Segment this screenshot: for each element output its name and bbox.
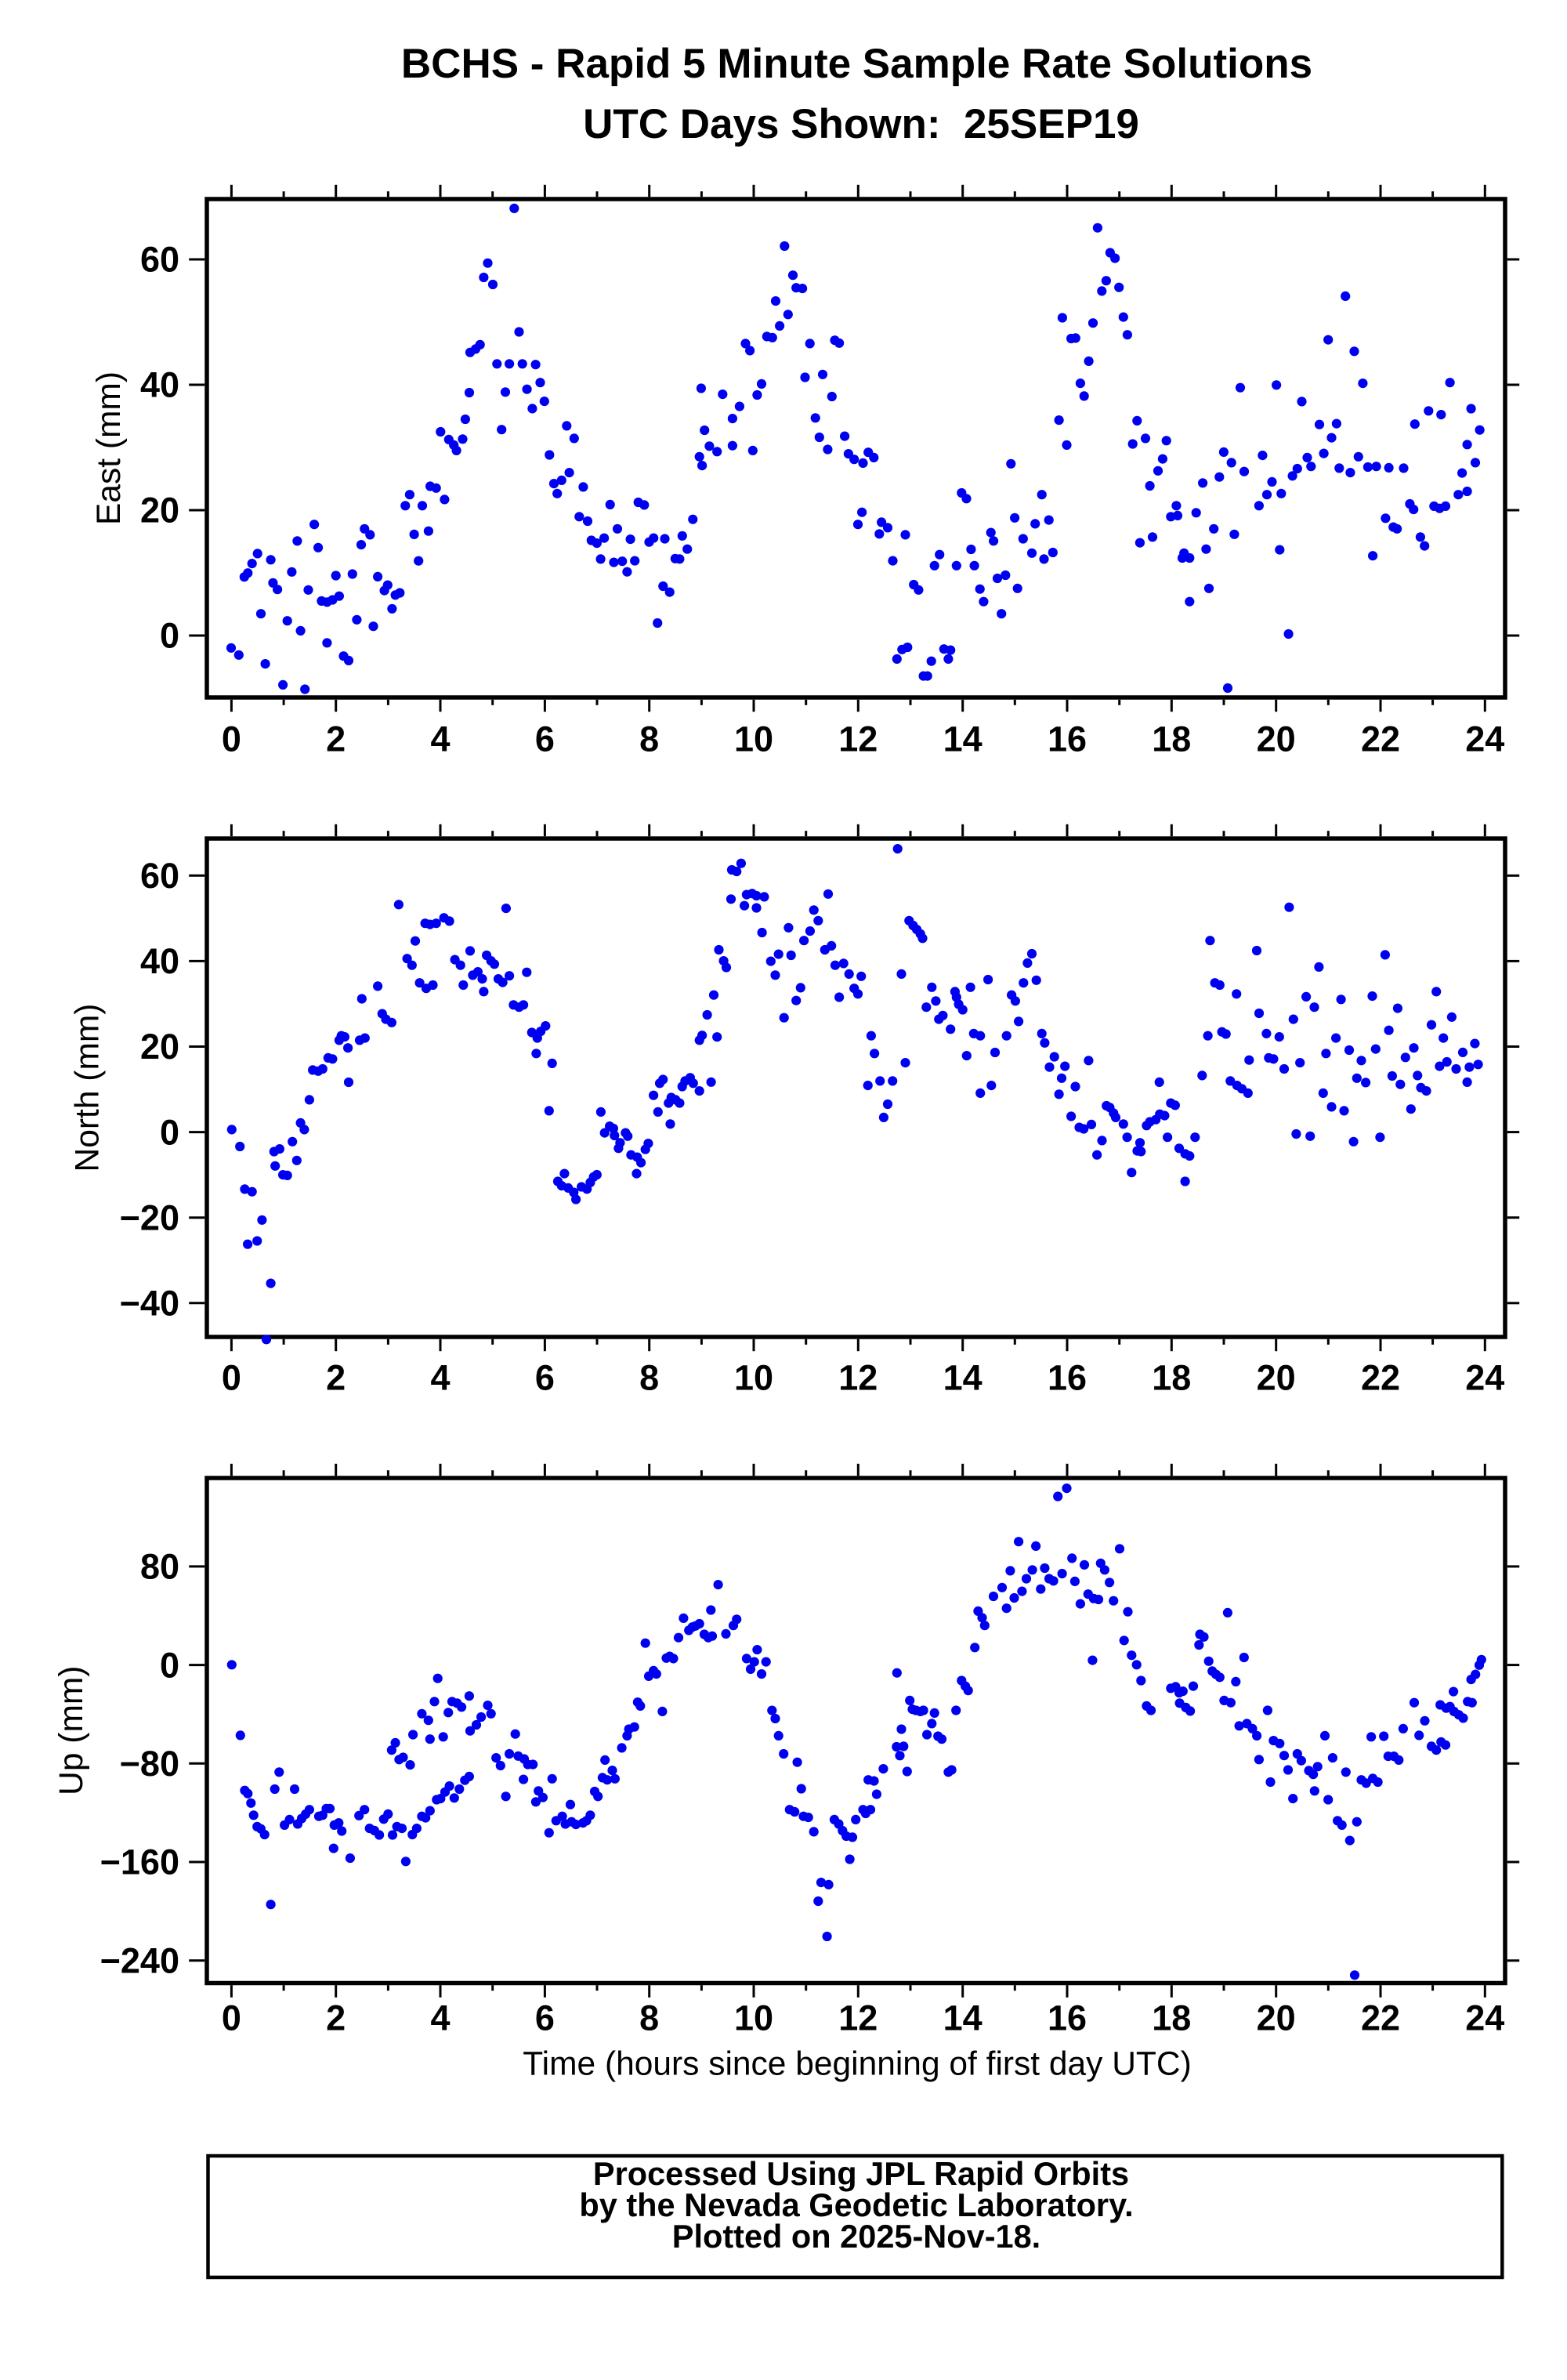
svg-text:Plotted on 2025-Nov-18.: Plotted on 2025-Nov-18. xyxy=(672,2218,1040,2255)
svg-text:10: 10 xyxy=(734,1998,773,2038)
svg-text:8: 8 xyxy=(639,1358,659,1398)
svg-text:by the Nevada Geodetic Laborat: by the Nevada Geodetic Laboratory. xyxy=(579,2186,1133,2223)
svg-text:16: 16 xyxy=(1048,719,1087,759)
svg-text:20: 20 xyxy=(140,491,179,531)
svg-text:24: 24 xyxy=(1465,719,1504,759)
svg-text:−20: −20 xyxy=(120,1197,179,1237)
svg-text:22: 22 xyxy=(1361,1358,1400,1398)
svg-text:6: 6 xyxy=(535,1998,555,2038)
svg-text:12: 12 xyxy=(838,719,878,759)
svg-text:14: 14 xyxy=(943,1998,983,2038)
svg-text:6: 6 xyxy=(535,719,555,759)
svg-text:8: 8 xyxy=(639,719,659,759)
svg-text:−40: −40 xyxy=(120,1284,179,1324)
svg-text:2: 2 xyxy=(326,1998,346,2038)
svg-text:8: 8 xyxy=(639,1998,659,2038)
svg-text:10: 10 xyxy=(734,719,773,759)
svg-text:0: 0 xyxy=(160,616,179,656)
svg-text:4: 4 xyxy=(430,719,450,759)
svg-text:Time (hours since beginning of: Time (hours since beginning of first day… xyxy=(523,2046,1191,2083)
svg-text:20: 20 xyxy=(1257,1358,1296,1398)
svg-text:2: 2 xyxy=(326,1358,346,1398)
svg-text:20: 20 xyxy=(140,1027,179,1067)
svg-text:East (mm): East (mm) xyxy=(91,371,128,525)
svg-text:18: 18 xyxy=(1152,719,1191,759)
svg-text:24: 24 xyxy=(1465,1358,1504,1398)
svg-text:UTC Days Shown: 25SEP19: UTC Days Shown: 25SEP19 xyxy=(583,101,1139,147)
svg-text:0: 0 xyxy=(222,1998,241,2038)
svg-text:−80: −80 xyxy=(120,1744,179,1784)
svg-text:40: 40 xyxy=(140,365,179,405)
svg-text:18: 18 xyxy=(1152,1358,1191,1398)
svg-text:6: 6 xyxy=(535,1358,555,1398)
svg-text:0: 0 xyxy=(222,1358,241,1398)
svg-text:60: 60 xyxy=(140,240,179,280)
svg-text:2: 2 xyxy=(326,719,346,759)
svg-text:80: 80 xyxy=(140,1547,179,1587)
svg-text:14: 14 xyxy=(943,1358,983,1398)
svg-text:60: 60 xyxy=(140,856,179,896)
svg-text:18: 18 xyxy=(1152,1998,1191,2038)
svg-text:0: 0 xyxy=(222,719,241,759)
svg-text:Processed Using JPL Rapid Orbi: Processed Using JPL Rapid Orbits xyxy=(593,2155,1129,2192)
svg-text:16: 16 xyxy=(1048,1358,1087,1398)
svg-text:20: 20 xyxy=(1257,719,1296,759)
svg-text:Up (mm): Up (mm) xyxy=(53,1666,90,1795)
svg-text:4: 4 xyxy=(430,1358,450,1398)
svg-text:12: 12 xyxy=(838,1998,878,2038)
svg-text:24: 24 xyxy=(1465,1998,1504,2038)
svg-text:BCHS - Rapid 5 Minute Sample R: BCHS - Rapid 5 Minute Sample Rate Soluti… xyxy=(401,41,1312,87)
svg-text:16: 16 xyxy=(1048,1998,1087,2038)
svg-text:North (mm): North (mm) xyxy=(70,1004,107,1172)
svg-text:−160: −160 xyxy=(100,1842,179,1882)
svg-text:0: 0 xyxy=(160,1645,179,1685)
svg-text:20: 20 xyxy=(1257,1998,1296,2038)
svg-text:40: 40 xyxy=(140,941,179,981)
svg-text:0: 0 xyxy=(160,1112,179,1152)
svg-text:14: 14 xyxy=(943,719,983,759)
svg-text:10: 10 xyxy=(734,1358,773,1398)
svg-text:22: 22 xyxy=(1361,1998,1400,2038)
svg-text:−240: −240 xyxy=(100,1941,179,1981)
svg-text:12: 12 xyxy=(838,1358,878,1398)
svg-text:4: 4 xyxy=(430,1998,450,2038)
svg-text:22: 22 xyxy=(1361,719,1400,759)
